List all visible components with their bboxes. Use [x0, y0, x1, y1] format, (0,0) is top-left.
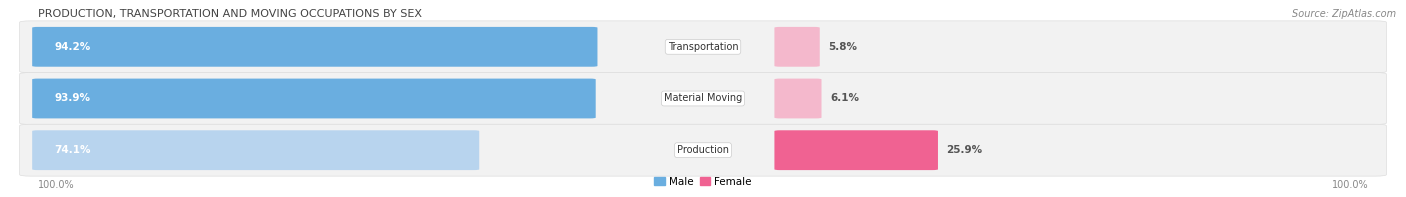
Text: 6.1%: 6.1%	[830, 94, 859, 103]
FancyBboxPatch shape	[20, 124, 1386, 176]
Text: 100.0%: 100.0%	[1331, 180, 1368, 190]
Text: 74.1%: 74.1%	[55, 145, 91, 155]
Text: Production: Production	[678, 145, 728, 155]
Text: 5.8%: 5.8%	[828, 42, 858, 52]
Text: 93.9%: 93.9%	[55, 94, 90, 103]
FancyBboxPatch shape	[775, 130, 938, 170]
FancyBboxPatch shape	[20, 21, 1386, 73]
Text: 25.9%: 25.9%	[946, 145, 983, 155]
FancyBboxPatch shape	[20, 72, 1386, 125]
FancyBboxPatch shape	[775, 27, 820, 67]
Text: Source: ZipAtlas.com: Source: ZipAtlas.com	[1292, 8, 1396, 19]
Text: 100.0%: 100.0%	[38, 180, 75, 190]
FancyBboxPatch shape	[32, 130, 479, 170]
Text: Material Moving: Material Moving	[664, 94, 742, 103]
Text: PRODUCTION, TRANSPORTATION AND MOVING OCCUPATIONS BY SEX: PRODUCTION, TRANSPORTATION AND MOVING OC…	[38, 8, 422, 19]
Text: Transportation: Transportation	[668, 42, 738, 52]
Text: 94.2%: 94.2%	[55, 42, 91, 52]
Legend: Male, Female: Male, Female	[652, 175, 754, 189]
FancyBboxPatch shape	[32, 79, 596, 118]
FancyBboxPatch shape	[32, 27, 598, 67]
FancyBboxPatch shape	[775, 79, 821, 118]
